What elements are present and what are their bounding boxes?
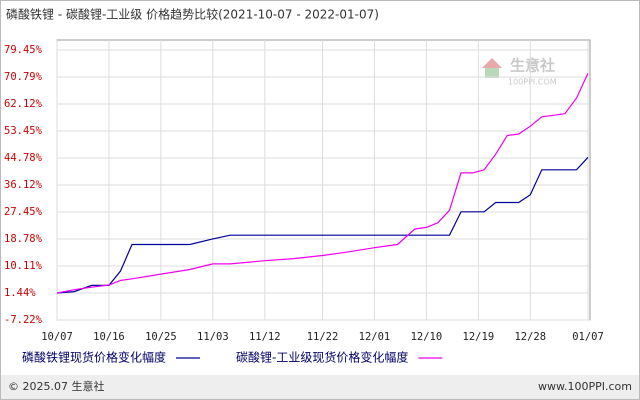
x-tick-label: 12/10 — [411, 331, 443, 343]
y-tick-label: -7.22% — [4, 314, 43, 326]
x-tick-label: 10/16 — [93, 331, 125, 343]
x-tick-label: 11/22 — [307, 331, 339, 343]
x-tick-label: 01/07 — [572, 331, 604, 343]
y-tick-label: 53.45% — [4, 125, 43, 137]
watermark-url: 100PPI.COM — [508, 78, 557, 87]
x-tick-label: 12/19 — [463, 331, 495, 343]
y-tick-label: 18.78% — [4, 233, 43, 245]
watermark-icon — [482, 58, 502, 68]
y-tick-label: 27.45% — [4, 206, 43, 218]
x-tick-label: 10/25 — [145, 331, 177, 343]
y-tick-label: 44.78% — [4, 152, 43, 164]
y-tick-label: 79.45% — [4, 44, 43, 56]
watermark: 生意社 100PPI.COM — [482, 57, 557, 87]
x-tick-label: 11/03 — [197, 331, 229, 343]
watermark-name: 生意社 — [510, 57, 555, 75]
series-line — [56, 72, 589, 294]
legend-label: 磷酸铁锂现货价格变化幅度 — [22, 350, 166, 365]
x-tick-label: 12/01 — [359, 331, 391, 343]
y-tick-label: 62.12% — [4, 98, 43, 110]
y-tick-label: 1.44% — [4, 287, 36, 299]
legend-label: 碳酸锂-工业级现货价格变化幅度 — [236, 350, 408, 365]
y-tick-label: 10.11% — [4, 260, 43, 272]
y-tick-label: 70.79% — [4, 71, 43, 83]
x-tick-label: 12/28 — [514, 331, 546, 343]
footer-band — [1, 375, 639, 399]
y-tick-label: 36.12% — [4, 179, 43, 191]
x-tick-label: 10/07 — [41, 331, 73, 343]
series-line — [56, 156, 589, 294]
x-tick-label: 11/12 — [249, 331, 281, 343]
footer-right: www.100PPI.com — [538, 380, 632, 393]
watermark-icon — [485, 68, 499, 78]
chart-title: 磷酸铁锂 - 碳酸锂-工业级 价格趋势比较(2021-10-07 - 2022-… — [6, 7, 379, 22]
footer-left: © 2025.07 生意社 — [8, 379, 104, 393]
